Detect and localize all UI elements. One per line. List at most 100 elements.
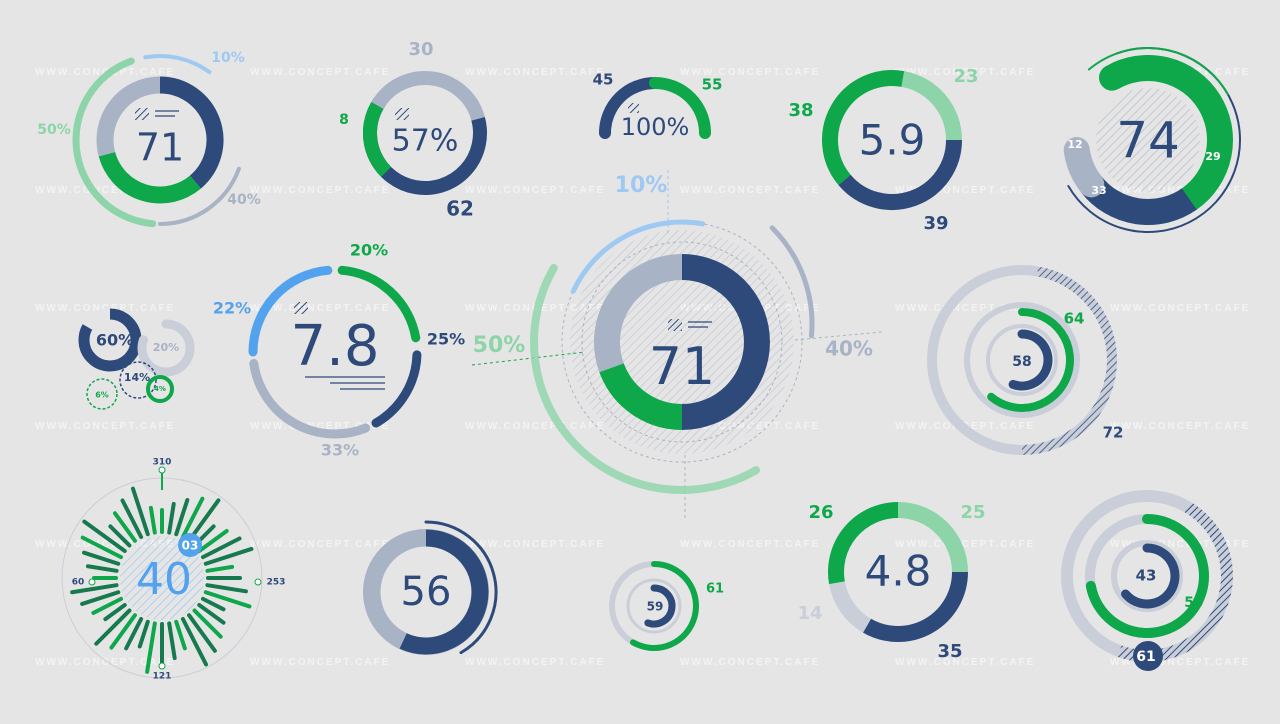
radial-bar [203, 590, 252, 609]
watermark-text: WWW.CONCEPT.CAFE [680, 657, 820, 668]
radial-dot-top [158, 466, 166, 474]
conc14-badge-61 [1133, 641, 1163, 671]
conc12-outer-seg [630, 561, 699, 651]
big-dash-ring2 [581, 241, 783, 443]
radial-badge-label: 03 [182, 539, 199, 553]
bubble-20-label: 20% [153, 341, 179, 354]
radial-bar [192, 608, 223, 639]
ring13-seg-25 [897, 502, 968, 573]
conc14-inner-seg [1121, 543, 1180, 609]
semi-label-55: 55 [702, 76, 723, 94]
ring13-label-25: 25 [960, 502, 985, 523]
radial-bar [108, 524, 132, 548]
watermark-text: WWW.CONCEPT.CAFE [680, 67, 820, 78]
watermark-text: WWW.CONCEPT.CAFE [1110, 421, 1250, 432]
conc9-label-64: 64 [1064, 310, 1085, 328]
ring7-seg-25 [371, 350, 422, 428]
big-guide [794, 331, 883, 341]
conc9-mid-base [964, 302, 1080, 418]
radial-bar [197, 603, 226, 625]
radial-bar [174, 498, 190, 537]
ring2-seg-gray [371, 71, 426, 110]
ring1-label-50: 50% [37, 122, 71, 138]
watermark-text: WWW.CONCEPT.CAFE [1110, 657, 1250, 668]
big-seg-navy [681, 254, 770, 430]
conc14-mid-seg [1085, 514, 1209, 638]
big-label-50: 50% [473, 333, 526, 358]
conc9-label-72: 72 [1103, 424, 1124, 442]
watermark-text: WWW.CONCEPT.CAFE [35, 539, 175, 550]
radial-badge [178, 533, 202, 557]
radial-bar [205, 564, 235, 573]
radial-bar [80, 535, 124, 560]
ring4-center-value: 5.9 [859, 116, 926, 165]
conc9-inner-seg [1008, 329, 1053, 391]
radial-bar [167, 501, 176, 535]
ring2-seg-8 [363, 102, 392, 177]
ring4-seg-23 [901, 71, 962, 141]
radial-dot-left [88, 578, 96, 586]
ring5-label-12: 12 [1067, 138, 1082, 151]
watermark-text: WWW.CONCEPT.CAFE [250, 657, 390, 668]
ring7-label-20: 20% [350, 241, 388, 260]
ring2-label-62: 62 [446, 197, 474, 221]
radial-hatch-fill [120, 536, 204, 620]
bubble-4-label: 4% [154, 385, 166, 393]
ring13-seg-14 [829, 581, 872, 633]
conc14-label-61: 61 [1136, 649, 1155, 665]
radial-bar [203, 546, 254, 566]
ring7-center-value: 7.8 [290, 314, 379, 379]
watermark-text: WWW.CONCEPT.CAFE [35, 185, 175, 196]
watermark-text: WWW.CONCEPT.CAFE [465, 421, 605, 432]
watermark-text: WWW.CONCEPT.CAFE [895, 185, 1035, 196]
radial-bar [205, 583, 248, 594]
radial-bar [120, 498, 144, 540]
ring5-seg-29 [1099, 55, 1234, 212]
radial-dot-right [254, 578, 262, 586]
radial-tick-253: 253 [267, 578, 286, 588]
ring2-label-30: 30 [408, 39, 433, 60]
radial-bar [137, 619, 150, 649]
big-arc-10 [570, 219, 706, 294]
ring2-center-value: 57% [392, 124, 459, 159]
radial-bar [180, 496, 205, 540]
ring4-label-23: 23 [953, 66, 978, 87]
radial-bar [94, 608, 132, 646]
watermark-text: WWW.CONCEPT.CAFE [1110, 539, 1250, 550]
radial-tick-121: 121 [153, 672, 172, 682]
radial-bar [109, 613, 137, 650]
ring2-seg-30 [424, 71, 485, 121]
radial-tick-60: 60 [72, 578, 85, 588]
ring2-hatch-icon [395, 108, 409, 120]
watermark-text: WWW.CONCEPT.CAFE [1110, 303, 1250, 314]
ring1-seg-10 [143, 54, 212, 75]
ring13-center-value: 4.8 [865, 547, 932, 596]
semi-label-45: 45 [593, 71, 614, 89]
bubble-60-label: 60% [96, 331, 134, 350]
radial-bar [145, 621, 157, 674]
ring11-outer-navy [424, 520, 498, 655]
ring1-label-10: 10% [211, 50, 245, 66]
bubble-60-gap [82, 308, 111, 331]
radial-tick-310: 310 [153, 458, 172, 468]
ring5-center-value: 74 [1116, 112, 1180, 170]
big-label-40: 40% [825, 337, 873, 361]
radial-center-value: 40 [136, 554, 192, 605]
watermark-text: WWW.CONCEPT.CAFE [465, 657, 605, 668]
radial-bar [124, 616, 144, 651]
conc9-mid-seg [987, 308, 1074, 412]
radial-bar [174, 619, 187, 651]
ring5-seg-33 [1081, 175, 1197, 225]
semi-hatch-icon [628, 103, 639, 113]
big-arc-50 [530, 264, 760, 494]
watermark-text: WWW.CONCEPT.CAFE [250, 303, 390, 314]
bubble-14-label: 14% [124, 371, 150, 384]
watermark-text: WWW.CONCEPT.CAFE [250, 67, 390, 78]
watermark-text: WWW.CONCEPT.CAFE [895, 657, 1035, 668]
watermark-text: WWW.CONCEPT.CAFE [250, 185, 390, 196]
bubble-6-ring [86, 378, 118, 410]
ring1-seg-50 [72, 57, 157, 228]
semi-center-value: 100% [621, 113, 690, 141]
ring7-seg-20 [337, 265, 421, 343]
ring7-label-33: 33% [321, 441, 359, 460]
